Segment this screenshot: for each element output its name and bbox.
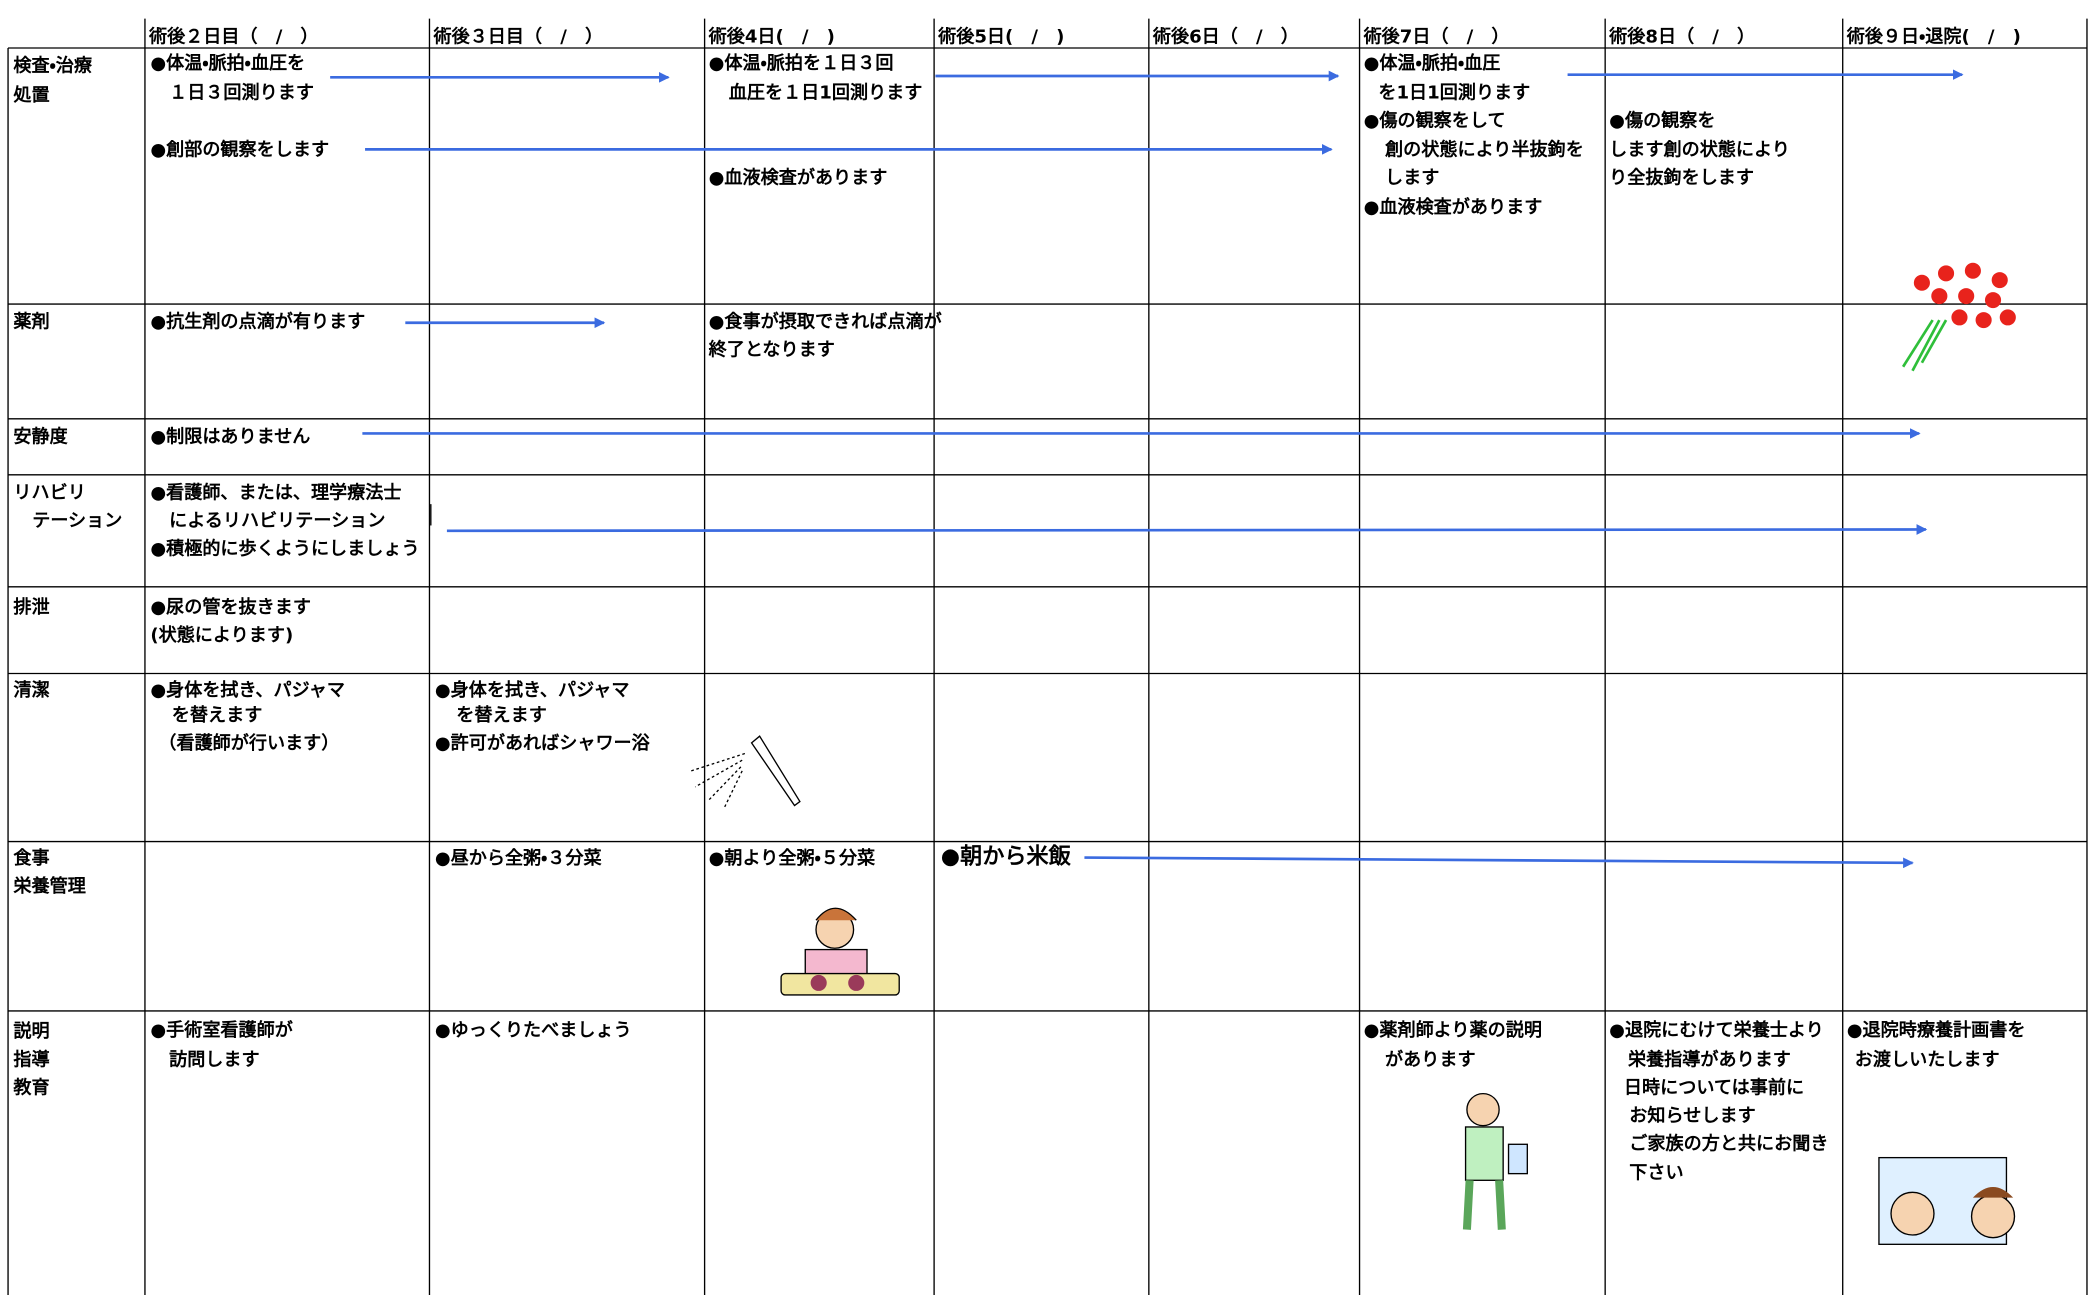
cell-text: 創の状態により半抜鉤を xyxy=(1385,139,1584,161)
cell-text: ●血液検査があります xyxy=(709,167,888,189)
cell-text: ●創部の観察をします xyxy=(150,139,329,161)
row-label: リハビリ xyxy=(13,482,85,503)
cell-text: ●手術室看護師が xyxy=(150,1019,293,1041)
table-grid xyxy=(7,18,2088,1295)
row-label: 検査・治療 xyxy=(13,55,93,77)
cell-text: ご家族の方と共にお聞き xyxy=(1629,1132,1828,1154)
cell-text: （看護師が行います） xyxy=(158,732,339,754)
cell-text: します創の状態により xyxy=(1609,139,1790,161)
row-label: 排泄 xyxy=(13,596,49,618)
row-label: 食事 xyxy=(13,847,49,869)
cell-text: ●身体を拭き、パジャマ xyxy=(435,679,630,701)
cells: ●体温・脈拍・血圧を １日３回測ります ●創部の観察をします ●体温・脈拍を１日… xyxy=(150,52,2025,1184)
row-label: 指導 xyxy=(13,1048,49,1070)
cell-text: ●身体を拭き、パジャマ xyxy=(150,679,345,701)
cell-text: ●抗生剤の点滴が有ります xyxy=(150,311,365,333)
column-header: 術後4日( / ) xyxy=(708,25,835,47)
column-header: 術後２日目（ / ） xyxy=(148,25,319,47)
row-label: 処置 xyxy=(13,84,49,106)
cell-text: を替えます xyxy=(456,704,547,726)
cell-text: ●積極的に歩くようにしましょう xyxy=(150,538,419,560)
cell-text: ●看護師、または、理学療法士 xyxy=(150,481,401,503)
cell-text: ●傷の観察をして xyxy=(1364,109,1506,131)
hospital-staff xyxy=(1878,1156,2016,1245)
cell-text: ●傷の観察を xyxy=(1609,109,1715,131)
row-label: テーション xyxy=(32,511,122,532)
cell-text: ●退院にむけて栄養士より xyxy=(1609,1019,1824,1041)
cell-text: ●退院時療養計画書を xyxy=(1847,1019,2026,1041)
cell-text: １日３回測ります xyxy=(169,81,314,103)
cell-text: ●薬剤師より薬の説明 xyxy=(1364,1019,1542,1041)
cell-text: ●朝より全粥・５分菜 xyxy=(709,847,876,869)
column-header: 術後９日・退院( / ) xyxy=(1846,25,2021,47)
cell-text: ●体温・脈拍を１日３回 xyxy=(709,52,894,74)
cell-text: お渡しいたします xyxy=(1855,1048,2000,1070)
cell-text: を替えます xyxy=(172,704,263,726)
cell-text: 下さい xyxy=(1629,1163,1683,1184)
cell-text: します xyxy=(1385,168,1439,189)
nurse-with-tray xyxy=(780,907,900,996)
flower-bouquet xyxy=(1901,262,2016,372)
row-labels: 検査・治療 処置 薬剤 安静度 リハビリ テーション 排泄 清潔 食事 栄養管理… xyxy=(12,55,122,1099)
row-label: 説明 xyxy=(13,1020,49,1042)
row-label: 教育 xyxy=(12,1076,49,1098)
column-header: 術後5日( / ) xyxy=(937,25,1064,47)
row-label: 栄養管理 xyxy=(12,875,85,897)
cell-text: 血圧を１日1回測ります xyxy=(729,81,923,103)
cell-text: によるリハビリテーション xyxy=(169,511,385,532)
row-label: 清潔 xyxy=(13,680,49,701)
column-header: 術後7日（ / ） xyxy=(1363,25,1510,47)
cell-text: り全抜鉤をします xyxy=(1609,167,1754,189)
column-header: 術後３日目（ / ） xyxy=(432,25,603,47)
cell-text: ●体温・脈拍・血圧 xyxy=(1364,52,1501,74)
pharmacist xyxy=(1462,1092,1528,1230)
shower xyxy=(690,735,801,808)
cell-text: 訪問します xyxy=(169,1048,260,1070)
cell-text: ●食事が摂取できれば点滴が xyxy=(709,311,943,333)
cell-text: ●制限はありません xyxy=(150,425,310,447)
cell-text: (状態によります) xyxy=(150,624,293,646)
row-label: 薬剤 xyxy=(12,312,49,333)
cell-text: ●許可があればシャワー浴 xyxy=(435,732,651,754)
cell-text: 終了となります xyxy=(708,339,835,361)
cell-text: ●昼から全粥・３分菜 xyxy=(435,847,603,869)
cell-text: があります xyxy=(1385,1048,1476,1070)
cell-text: お知らせします xyxy=(1629,1104,1755,1126)
cell-text: 日時については事前に xyxy=(1624,1076,1804,1098)
cell-text: ●血液検査があります xyxy=(1364,196,1543,218)
cell-text: ●尿の管を抜きます xyxy=(150,596,311,618)
column-header: 術後8日（ / ） xyxy=(1608,25,1755,47)
header: 術後２日目（ / ） 術後３日目（ / ） 術後4日( / ) 術後5日( / … xyxy=(148,25,2021,47)
row-label: 安静度 xyxy=(13,425,68,447)
cell-text: を1日1回測ります xyxy=(1378,81,1530,103)
column-header: 術後6日（ / ） xyxy=(1152,25,1299,47)
cell-text: ●ゆっくりたべましょう xyxy=(435,1020,632,1041)
arrows xyxy=(330,69,1964,869)
cell-text: ●体温・脈拍・血圧を xyxy=(150,52,305,74)
cell-text: 栄養指導があります xyxy=(1627,1048,1791,1070)
illustrations xyxy=(690,262,2016,1245)
cell-text: ●朝から米飯 xyxy=(941,844,1072,870)
